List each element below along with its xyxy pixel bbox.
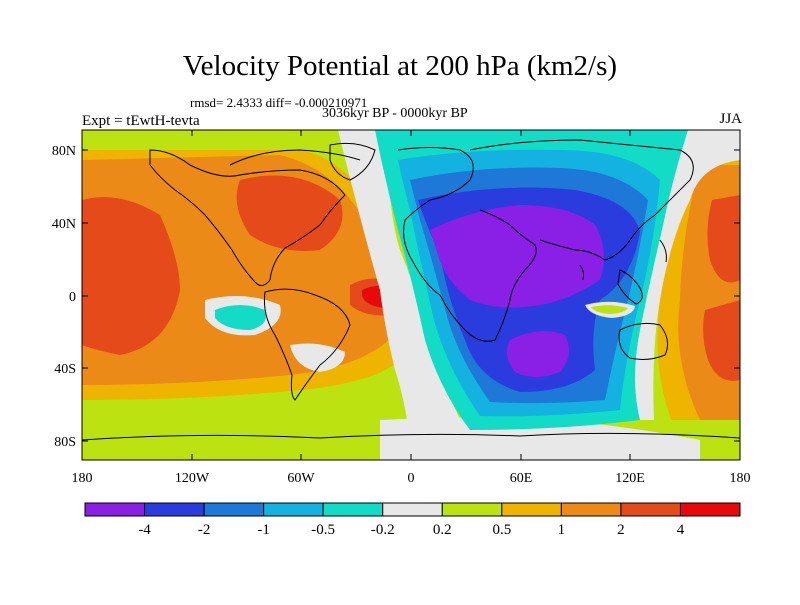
colorbar-swatch bbox=[679, 502, 741, 517]
x-tick-label: 60W bbox=[287, 471, 315, 486]
rmsd-annotation: rmsd= 2.4333 diff= -0.000210971 bbox=[190, 95, 368, 110]
period-subtitle: 3036kyr BP - 0000kyr BP bbox=[322, 106, 468, 121]
colorbar-label: -1 bbox=[257, 522, 270, 538]
x-tick-label: 180 bbox=[730, 471, 751, 486]
colorbar-label: 2 bbox=[617, 522, 625, 538]
positive-region-pacific bbox=[82, 150, 420, 400]
colorbar-label: -0.5 bbox=[311, 522, 335, 538]
colorbar-swatch bbox=[620, 502, 681, 517]
colorbar-label: 0.2 bbox=[433, 522, 452, 538]
x-tick-label: 120E bbox=[615, 471, 645, 486]
y-tick-label: 80S bbox=[54, 435, 76, 450]
y-tick-label: 40N bbox=[52, 217, 76, 232]
y-tick-label: 40S bbox=[54, 362, 76, 377]
coastlines bbox=[82, 139, 740, 441]
colorbar-swatch bbox=[560, 502, 622, 517]
colorbar: -4 -2 -1 -0.5 -0.2 0.2 0.5 1 2 4 bbox=[84, 502, 741, 538]
x-tick-label: 60E bbox=[510, 471, 533, 486]
colorbar-swatch bbox=[84, 502, 146, 517]
colorbar-swatch bbox=[263, 502, 324, 517]
colorbar-swatch bbox=[322, 502, 384, 517]
colorbar-swatch bbox=[441, 502, 503, 517]
colorbar-label: -4 bbox=[138, 522, 151, 538]
colorbar-swatch bbox=[382, 502, 443, 517]
x-axis: 180 120W 60W 0 60E 120E 180 bbox=[72, 130, 751, 486]
x-tick-label: 0 bbox=[408, 471, 415, 486]
contour-field bbox=[82, 130, 740, 460]
colorbar-label: -0.2 bbox=[371, 522, 395, 538]
negative-pocket-east-pacific bbox=[215, 301, 635, 330]
colorbar-swatch bbox=[501, 502, 562, 517]
colorbar-label: 0.5 bbox=[492, 522, 511, 538]
experiment-label: Expt = tEwtH-tevta bbox=[82, 113, 200, 129]
season-label: JJA bbox=[719, 111, 742, 127]
chart-title: Velocity Potential at 200 hPa (km2/s) bbox=[182, 50, 618, 82]
x-tick-label: 180 bbox=[72, 471, 93, 486]
colorbar-swatch bbox=[203, 502, 265, 517]
y-tick-label: 80N bbox=[52, 144, 76, 159]
colorbar-swatch bbox=[144, 502, 205, 517]
y-tick-label: 0 bbox=[69, 290, 76, 305]
y-axis: 80N 40N 0 40S 80S bbox=[52, 144, 740, 450]
negative-region-indian-ocean bbox=[375, 130, 688, 430]
colorbar-label: -2 bbox=[198, 522, 211, 538]
colorbar-label: 1 bbox=[558, 522, 566, 538]
x-tick-label: 120W bbox=[175, 471, 210, 486]
colorbar-label: 4 bbox=[677, 522, 685, 538]
